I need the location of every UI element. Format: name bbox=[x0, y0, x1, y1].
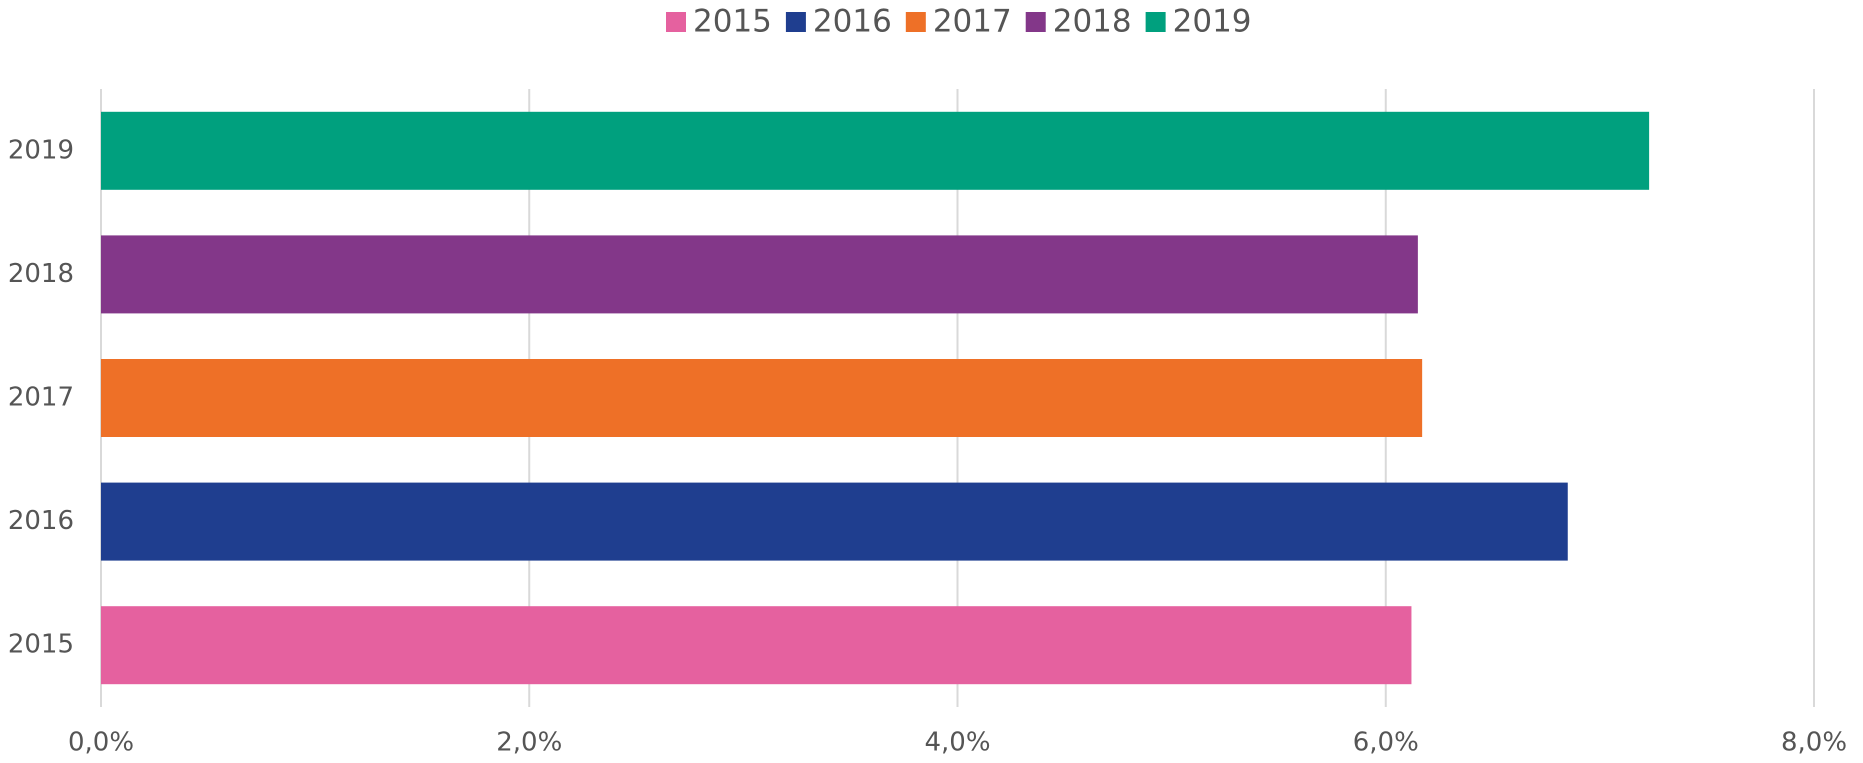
legend-label: 2018 bbox=[1053, 4, 1132, 40]
legend-swatch bbox=[1145, 12, 1166, 32]
y-tick-label: 2018 bbox=[8, 259, 74, 289]
x-tick-label: 8,0% bbox=[1781, 728, 1847, 758]
y-tick-label: 2017 bbox=[8, 383, 74, 413]
legend-swatch bbox=[905, 12, 926, 32]
x-tick-label: 2,0% bbox=[496, 728, 562, 758]
legend-label: 2016 bbox=[813, 4, 892, 40]
bar bbox=[101, 235, 1418, 314]
legend-label: 2015 bbox=[693, 4, 772, 40]
bar bbox=[101, 482, 1568, 561]
legend-swatch bbox=[785, 12, 806, 32]
y-tick-label: 2015 bbox=[8, 630, 74, 660]
bar bbox=[101, 606, 1412, 685]
y-tick-label: 2019 bbox=[8, 135, 74, 165]
y-tick-label: 2016 bbox=[8, 506, 74, 536]
x-tick-label: 4,0% bbox=[924, 728, 990, 758]
legend-label: 2017 bbox=[933, 4, 1012, 40]
x-tick-label: 0,0% bbox=[68, 728, 134, 758]
bar bbox=[101, 359, 1423, 437]
legend-swatch bbox=[1025, 12, 1046, 32]
bar bbox=[101, 111, 1650, 190]
x-tick-label: 6,0% bbox=[1353, 728, 1419, 758]
legend-swatch bbox=[666, 12, 686, 32]
legend-label: 2019 bbox=[1173, 4, 1252, 40]
